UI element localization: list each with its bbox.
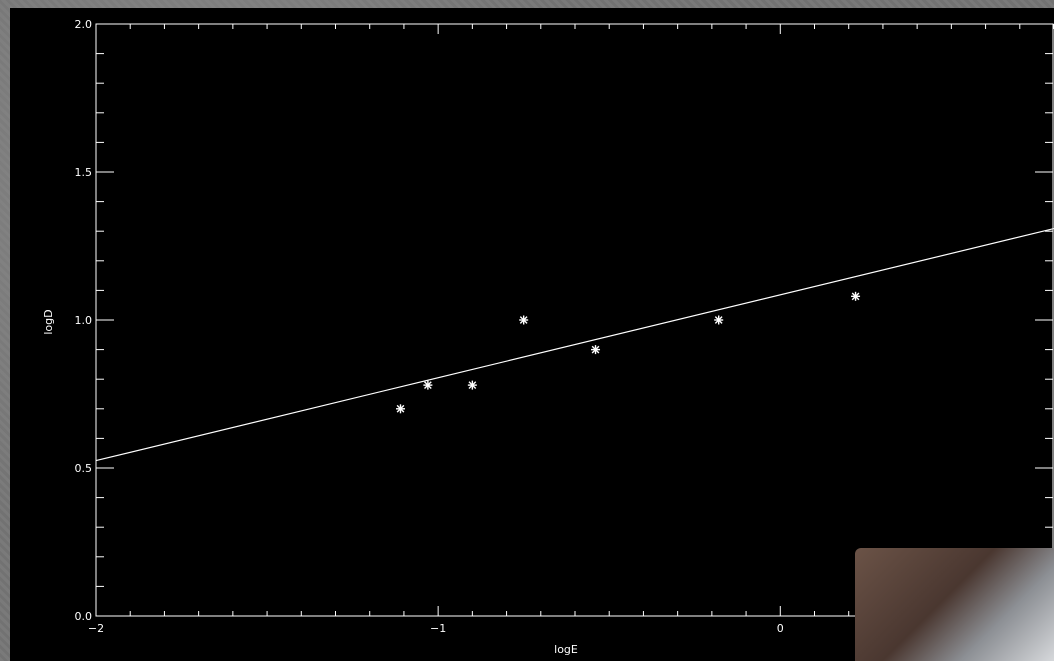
- axes: [95, 23, 1054, 617]
- y-tick-label: 2.0: [75, 18, 93, 31]
- fit-line: [95, 227, 1054, 462]
- y-tick-label: 0.5: [75, 462, 93, 475]
- data-point: [519, 315, 529, 325]
- ticks: −2 −1 0 0.0 0.5 1.0 1.5 2.0: [75, 18, 1054, 635]
- marker-stroke: [591, 345, 600, 354]
- y-tick-label: 1.0: [75, 314, 93, 327]
- plot-frame: [95, 23, 1054, 617]
- x-tick-label: −1: [430, 622, 446, 635]
- marker-stroke: [468, 381, 477, 389]
- marker-stroke: [396, 404, 405, 413]
- x-axis-label: logE: [554, 643, 578, 656]
- data-point: [591, 345, 601, 355]
- x-tick-label: 0: [777, 622, 784, 635]
- data-point: [851, 291, 861, 301]
- fit-line-layer: [95, 227, 1054, 462]
- marker-stroke: [519, 316, 528, 324]
- marker-stroke: [714, 316, 723, 324]
- background-photo-corner: [855, 548, 1054, 661]
- data-point: [423, 380, 433, 390]
- data-point: [467, 380, 477, 390]
- data-points: [396, 291, 861, 414]
- data-point: [396, 404, 406, 414]
- y-tick-label: 0.0: [75, 610, 93, 623]
- x-tick-label: −2: [88, 622, 104, 635]
- y-axis-label: logD: [42, 309, 55, 334]
- marker-stroke: [851, 292, 860, 301]
- marker-stroke: [424, 381, 432, 389]
- data-point: [714, 315, 724, 325]
- y-tick-label: 1.5: [75, 166, 93, 179]
